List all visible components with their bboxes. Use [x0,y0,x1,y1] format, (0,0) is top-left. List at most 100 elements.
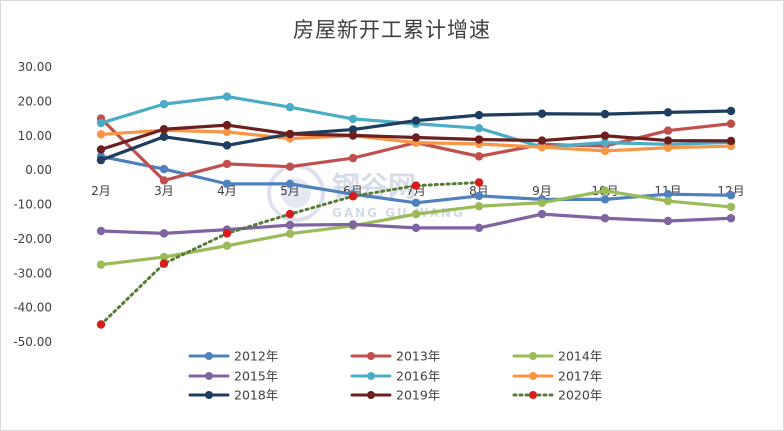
series-2020年 [96,178,484,329]
legend-swatch-marker [367,372,375,380]
data-point [159,132,169,141]
data-point [600,195,610,204]
data-point [222,229,232,238]
data-point [663,196,673,206]
data-point [222,179,232,189]
x-tick-label: 2月 [91,184,111,198]
data-point [663,216,673,226]
data-point [222,92,232,101]
legend-label: 2015年 [234,369,278,384]
data-point [159,99,169,109]
data-point [222,120,232,130]
data-point [96,145,106,154]
legend-item: 2019年 [350,388,440,403]
data-point [159,176,169,185]
data-point [600,146,610,156]
series-2015年 [96,209,736,238]
data-point [537,198,547,207]
y-axis: 30.00 20.00 10.00 0.00 -10.00 -20.00 -30.00 -40… [13,60,52,349]
series-2014年 [96,186,736,269]
data-point [474,178,484,187]
legend-label: 2017年 [558,369,602,384]
y-tick-label: 30.00 [18,60,52,74]
legend-item: 2015年 [188,369,278,384]
data-point [411,181,421,190]
data-point [96,130,106,139]
data-point [348,220,358,229]
data-point [96,118,106,128]
legend-swatch-marker [529,352,537,360]
series-layer [96,92,736,329]
data-point [537,209,547,219]
data-point [663,136,673,145]
data-point [348,192,358,201]
data-point [159,164,169,174]
legend-label: 2019年 [396,388,440,403]
data-point [474,123,484,133]
data-point [600,214,610,223]
legend-item: 2012年 [188,349,278,364]
legend-item: 2013年 [350,349,440,364]
series-2012年 [96,152,736,207]
watermark-subtext: GANG GU WANG [332,206,465,220]
data-point [96,320,106,329]
data-point [222,141,232,150]
data-point [537,109,547,118]
data-point [96,260,106,269]
data-point [726,202,736,212]
y-tick-label: -50.00 [13,335,52,349]
data-point [600,138,610,147]
x-tick-label: 4月 [217,184,237,198]
data-point [285,229,295,238]
legend-swatch-marker [205,352,213,360]
legend-swatch-marker [529,391,537,399]
data-point [411,223,421,233]
data-point [474,191,484,201]
y-tick-label: -20.00 [13,232,52,246]
legend-label: 2016年 [396,369,440,384]
data-point [600,109,610,119]
y-tick-label: -40.00 [13,301,52,315]
data-point [600,186,610,195]
data-point [96,226,106,236]
data-point [159,229,169,238]
data-point [411,116,421,125]
data-point [537,142,547,152]
data-point [285,162,295,171]
data-point [537,136,547,145]
y-tick-label: -10.00 [13,198,52,212]
legend-item: 2014年 [512,349,602,364]
data-point [348,131,358,140]
legend-swatch-marker [367,352,375,360]
x-tick-label: 3月 [154,184,174,198]
data-point [726,106,736,116]
data-point [348,153,358,163]
data-point [285,220,295,230]
data-point [285,103,295,112]
legend-item: 2018年 [188,388,278,403]
data-point [726,191,736,200]
data-point [663,126,673,135]
data-point [285,209,295,219]
data-point [726,119,736,128]
data-point [159,125,169,134]
legend-item: 2016年 [350,369,440,384]
legend-item: 2017年 [512,369,602,384]
data-point [285,129,295,139]
data-point [726,136,736,146]
legend-label: 2018年 [234,388,278,403]
legend-swatch-marker [367,391,375,399]
data-point [222,159,232,169]
legend-swatch-marker [205,372,213,380]
legend: 2012年 2013年 2014年 2015年 2016年 2017年 2018年 2019年… [188,349,602,403]
data-point [411,209,421,219]
data-point [222,127,232,137]
legend-item: 2020年 [512,388,602,403]
data-point [600,131,610,140]
series-2019年 [96,120,736,154]
legend-label: 2020年 [558,388,602,403]
series-2018年 [96,106,736,165]
chart-title: 房屋新开工累计增速 [293,18,491,42]
